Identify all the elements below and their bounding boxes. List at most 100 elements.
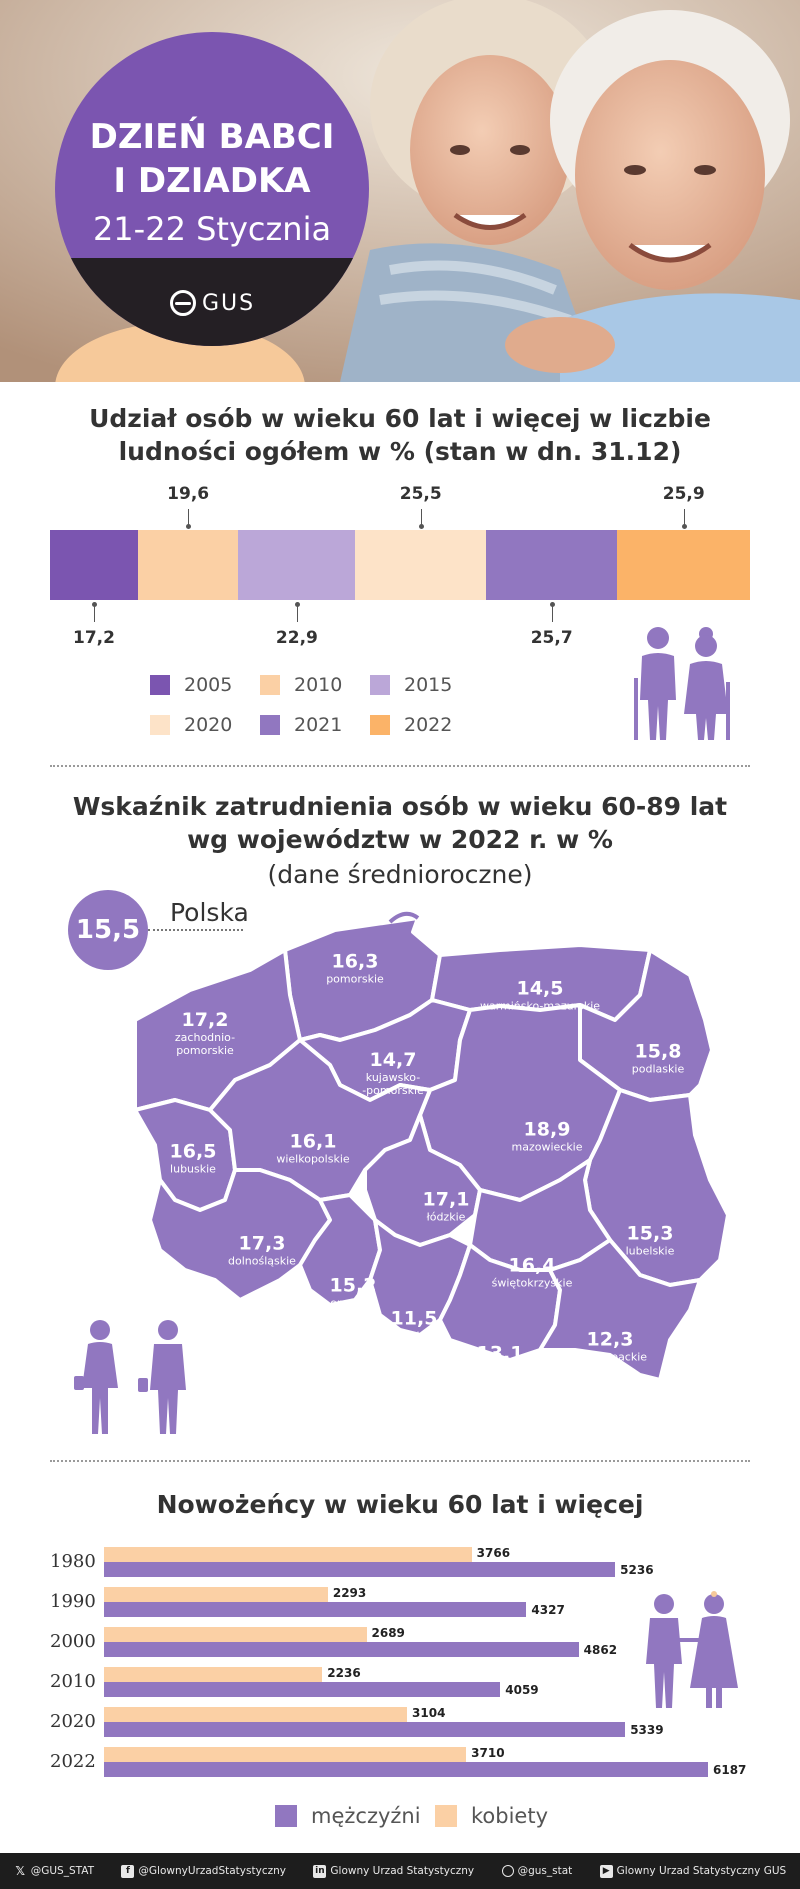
value-label-2015: 22,9: [275, 628, 318, 648]
section-divider-2: [50, 1460, 750, 1462]
year-label-2022: 2022: [50, 1751, 96, 1772]
year-label-2010: 2010: [50, 1671, 96, 1692]
region-value-dolno-l-skie: 17,3: [238, 1232, 286, 1255]
map-label-lubelskie: 15,3 lubelskie: [626, 1223, 675, 1258]
chart1-title-text: Udział osób w wieku 60 lat i więcej w li…: [89, 404, 711, 466]
chart2-title-line-2: wg województw w 2022 r. w %: [187, 825, 613, 854]
value-tick-dot-2005: [92, 602, 97, 607]
value-tick-dot-2010: [186, 524, 192, 529]
region-value-ma-opolskie: 13,1: [476, 1342, 524, 1365]
working-seniors-icon: [74, 1320, 186, 1434]
bar-kobiety-2010: [104, 1667, 323, 1682]
bar-segment-2022: [617, 530, 750, 600]
footer-instagram[interactable]: @gus_stat: [501, 1865, 573, 1877]
value-mezczyzni-1990: 4327: [531, 1603, 565, 1617]
year-label-1980: 1980: [50, 1551, 96, 1572]
chart2-subtitle: (dane średnioroczne): [267, 860, 533, 889]
value-tick-2015: [296, 604, 298, 622]
gus-logo: GUS: [170, 290, 255, 316]
value-tick-2022: [683, 509, 685, 527]
map-region-malopolskie: [438, 1243, 562, 1362]
legend-item-2020: 2020: [150, 714, 232, 736]
chart1-title: Udział osób w wieku 60 lat i więcej w li…: [0, 402, 800, 468]
chart2-title-line-1: Wskaźnik zatrudnienia osób w wieku 60-89…: [72, 792, 728, 821]
section-divider-1: [50, 765, 750, 767]
map-label-podlaskie: 15,8 podlaskie: [632, 1041, 684, 1076]
legend-label-m-czy-ni: mężczyźni: [311, 1804, 421, 1828]
facebook-icon: f: [121, 1864, 135, 1878]
value-tick-dot-2022: [681, 524, 687, 529]
map-region-opolskie: [298, 1193, 382, 1307]
legend-label-kobiety: kobiety: [471, 1804, 549, 1828]
region-value--l-skie: 11,5: [390, 1307, 438, 1330]
value-mezczyzni-2022: 6187: [713, 1763, 747, 1777]
value-tick-dot-2020: [418, 524, 424, 529]
bar-mezczyzni-1990: [104, 1602, 527, 1617]
legend-item-2010: 2010: [260, 674, 342, 696]
year-label-1990: 1990: [50, 1591, 96, 1612]
bar-segment-2021: [485, 530, 618, 600]
value-tick-dot-2015: [294, 602, 300, 607]
region-value-kujawsko-pomorskie: 14,7: [369, 1049, 417, 1071]
value-label-2021: 25,7: [530, 628, 573, 648]
value-mezczyzni-1980: 5236: [620, 1563, 654, 1577]
region-value--dzkie: 17,1: [422, 1188, 470, 1211]
value-label-2020: 25,5: [399, 484, 442, 504]
map-label-wielkopolskie: 16,1 wielkopolskie: [276, 1131, 349, 1166]
legend-label-2005: 2005: [184, 674, 233, 696]
value-mezczyzni-2010: 4059: [505, 1683, 539, 1697]
bar-kobiety-1990: [104, 1587, 328, 1602]
bar-segment-2015: [238, 530, 356, 600]
region-name-lubelskie: lubelskie: [625, 1244, 675, 1258]
legend-label-2010: 2010: [294, 674, 343, 696]
legend-swatch-2015: [370, 675, 390, 695]
region-name-ma-opolskie: małopolskie: [466, 1364, 534, 1378]
footer-youtube[interactable]: ▶ Glowny Urzad Statystyczny GUS: [599, 1864, 786, 1878]
map-label-dolno-l-skie: 17,3 dolnośląskie: [228, 1233, 296, 1268]
region-name-pomorskie: pomorskie: [326, 972, 384, 986]
title-line-2: I DZIADKA: [113, 161, 311, 201]
value-kobiety-1990: 2293: [332, 1586, 367, 1600]
legend-item-m-czy-ni: mężczyźni: [275, 1804, 421, 1828]
region-value-lubuskie: 16,5: [169, 1140, 217, 1163]
title-line-1: DZIEŃ BABCI: [89, 117, 335, 157]
footer-instagram-text: @gus_stat: [517, 1865, 573, 1877]
map-label--dzkie: 17,1 łódzkie: [423, 1189, 470, 1224]
region-value--wi-tokrzyskie: 16,4: [508, 1254, 556, 1277]
map-label-pomorskie: 16,3 pomorskie: [326, 951, 384, 986]
footer-linkedin[interactable]: in Glowny Urzad Statystyczny: [313, 1864, 475, 1878]
map-label-kujawsko-pomorskie: 14,7 kujawsko- -pomorskie: [362, 1049, 424, 1097]
footer-facebook[interactable]: f @GlownyUrzadStatystyczny: [121, 1864, 286, 1878]
value-kobiety-2022: 3710: [471, 1746, 505, 1760]
bar-kobiety-2020: [104, 1707, 408, 1722]
region-name-mazowieckie: mazowieckie: [511, 1140, 583, 1154]
region-name-wielkopolskie: wielkopolskie: [276, 1152, 350, 1166]
linkedin-icon: in: [313, 1864, 327, 1878]
footer-x[interactable]: 𝕏 @GUS_STAT: [14, 1864, 94, 1878]
region-name-zachodnio-pomorskie: zachodnio-pomorskie: [174, 1031, 236, 1057]
legend-swatch-2010: [260, 675, 280, 695]
value-kobiety-2000: 2689: [371, 1626, 405, 1640]
value-tick-dot-2021: [549, 602, 555, 607]
newlywed-couple-icon: [646, 1591, 738, 1708]
region-name--dzkie: łódzkie: [426, 1210, 466, 1224]
bar-mezczyzni-2010: [104, 1682, 501, 1697]
legend-item-2022: 2022: [370, 714, 452, 736]
footer-linkedin-text: Glowny Urzad Statystyczny: [330, 1865, 475, 1877]
value-tick-2020: [420, 509, 422, 527]
poland-map: [133, 911, 730, 1382]
chart2-title: Wskaźnik zatrudnienia osób w wieku 60-89…: [0, 790, 800, 856]
value-kobiety-2020: 3104: [412, 1706, 446, 1720]
map-label-mazowieckie: 18,9 mazowieckie: [511, 1119, 582, 1154]
grandparents-photo: [0, 0, 800, 382]
youtube-icon: ▶: [599, 1864, 613, 1878]
social-footer: 𝕏 @GUS_STAT f @GlownyUrzadStatystyczny i…: [0, 1853, 800, 1889]
bar-segment-2020: [355, 530, 486, 600]
year-label-2020: 2020: [50, 1711, 96, 1732]
page-title: DZIEŃ BABCI I DZIADKA: [55, 115, 369, 203]
region-name-lubuskie: lubuskie: [170, 1162, 216, 1176]
region-name-podlaskie: podlaskie: [631, 1062, 685, 1076]
value-mezczyzni-2020: 5339: [630, 1723, 664, 1737]
map-label--wi-tokrzyskie: 16,4 świętokrzyskie: [492, 1255, 573, 1290]
legend-item-2005: 2005: [150, 674, 232, 696]
